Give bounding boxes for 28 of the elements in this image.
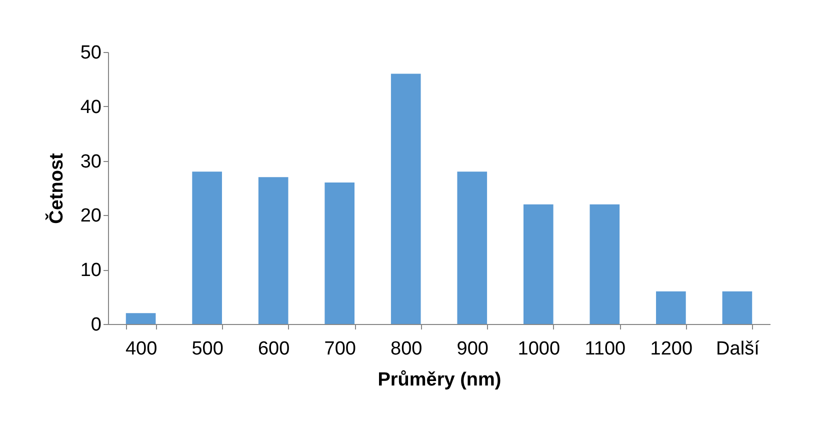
bar: [390, 74, 421, 324]
bar: [258, 177, 288, 324]
x-tick-label: 1200: [650, 338, 693, 360]
y-axis-title: Četnost: [44, 152, 68, 224]
y-tick-label: 50: [80, 42, 102, 64]
x-tick-label: 700: [324, 338, 356, 360]
y-tick-label: 30: [80, 151, 102, 172]
x-tick-label: 600: [258, 338, 290, 360]
x-tick-label: 400: [125, 338, 158, 360]
x-tick-label: 1100: [584, 338, 626, 360]
x-tick-label: 1000: [518, 338, 560, 360]
y-tick-label: 20: [80, 206, 102, 227]
bar: [126, 313, 156, 324]
bar: [590, 204, 620, 324]
bar: [523, 204, 554, 324]
bar: [722, 291, 752, 324]
bar: [457, 172, 488, 324]
x-tick-label: Další: [716, 338, 760, 360]
x-axis-title: Průměry (nm): [378, 370, 502, 390]
x-tick-label: 800: [390, 338, 422, 360]
x-tick-label: 900: [456, 338, 488, 360]
bar: [192, 172, 222, 324]
bar: [324, 182, 355, 324]
y-tick-label: 40: [80, 96, 102, 118]
x-tick-label: 500: [192, 338, 224, 360]
y-tick-label: 0: [90, 314, 102, 336]
bar: [656, 291, 686, 324]
y-tick-label: 10: [80, 260, 102, 282]
